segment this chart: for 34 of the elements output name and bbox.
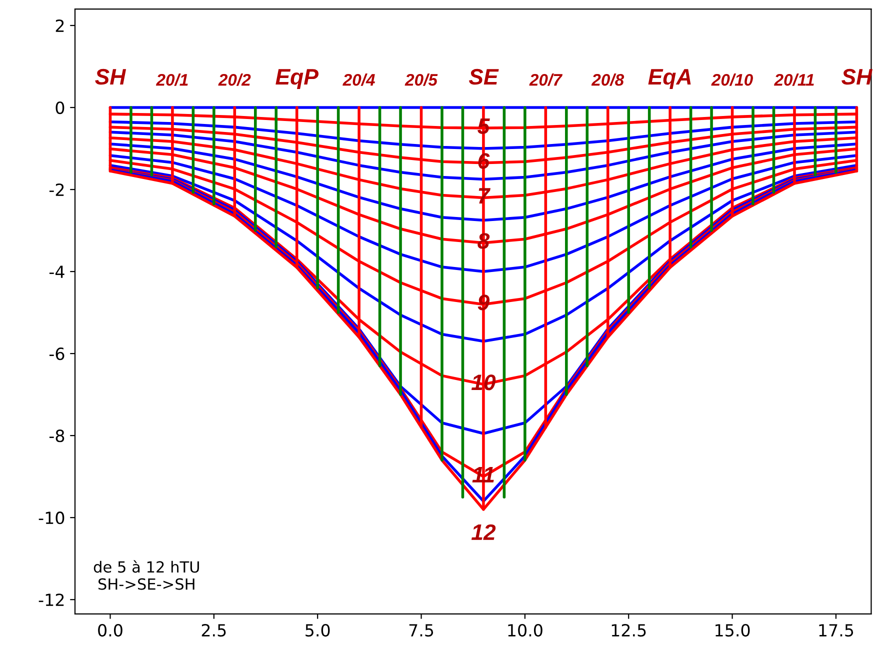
annotation: 20/8 <box>591 74 624 86</box>
x-tick-label: 15.0 <box>716 624 750 637</box>
y-tick-label: -8 <box>49 430 64 442</box>
y-tick-label: 2 <box>56 19 64 32</box>
annotation: 20/5 <box>404 74 438 86</box>
x-tick-label: 12.5 <box>612 624 646 637</box>
y-tick-label: -4 <box>49 266 64 278</box>
annotation: 8 <box>478 233 490 249</box>
annotation: SH <box>95 68 126 85</box>
x-tick-label: 10.0 <box>508 624 542 637</box>
annotation: 5 <box>478 118 490 134</box>
x-tick-label: 2.5 <box>202 624 226 637</box>
annotation: 20/11 <box>774 74 814 86</box>
annotation: 20/2 <box>218 74 251 86</box>
y-tick-label: -10 <box>38 512 64 524</box>
annotation: 20/7 <box>529 74 563 86</box>
annotation: 20/4 <box>342 74 375 86</box>
y-tick-label: -6 <box>49 348 64 360</box>
annotation: 9 <box>478 294 490 310</box>
annotation: 7 <box>478 188 491 204</box>
annotation: EqP <box>276 69 318 90</box>
y-tick-label: -12 <box>38 594 64 606</box>
x-tick-label: 5.0 <box>306 624 330 637</box>
x-tick-label: 0.0 <box>98 624 122 637</box>
annotation: SE <box>468 68 499 85</box>
annotation: 12 <box>471 524 496 540</box>
annotation: de 5 à 12 hTU SH->SE->SH <box>94 560 199 590</box>
y-tick-label: 0 <box>56 101 64 114</box>
y-tick-label: -2 <box>49 183 64 196</box>
annotation: EqA <box>648 69 691 90</box>
annotation: 20/1 <box>156 74 188 86</box>
annotation: 20/10 <box>711 74 753 86</box>
x-tick-label: 17.5 <box>819 624 854 637</box>
x-tick-label: 7.5 <box>409 624 434 637</box>
